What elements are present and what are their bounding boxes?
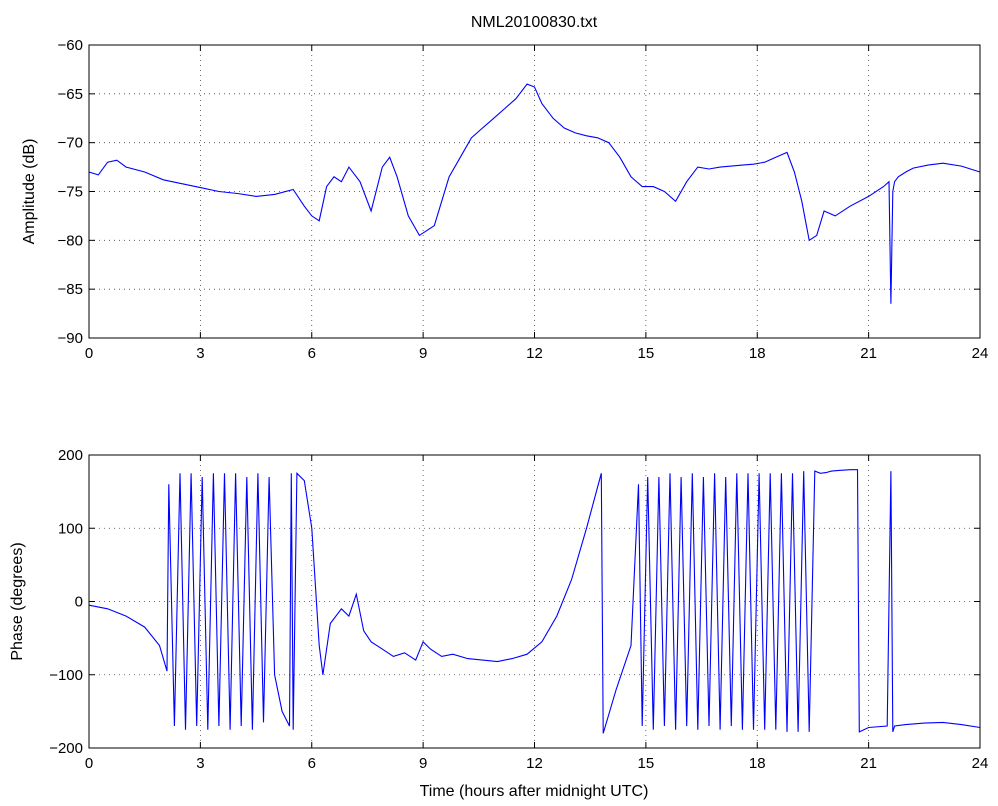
y-tick-label: −70 — [58, 135, 83, 152]
y-tick-label: −60 — [58, 37, 83, 54]
x-tick-label: 18 — [749, 345, 766, 362]
x-tick-label: 12 — [526, 345, 543, 362]
x-tick-label: 9 — [419, 345, 427, 362]
x-tick-label: 18 — [749, 755, 766, 772]
x-tick-label: 15 — [638, 345, 655, 362]
phase-y-axis-label: Phase (degrees) — [9, 542, 26, 660]
amplitude-grid — [89, 45, 980, 338]
y-tick-label: −200 — [49, 740, 83, 757]
x-tick-label: 24 — [972, 345, 989, 362]
amplitude-ticks: 0 3 6 9 12 15 18 21 24 −90 −85 −80 −75 −70 −65 −60 — [58, 37, 989, 362]
amplitude-panel: NML20100830.txt 0 3 6 9 12 15 18 21 24 −90 −85 −80 −… — [21, 14, 988, 362]
x-tick-label: 12 — [526, 755, 543, 772]
y-tick-label: −75 — [58, 184, 83, 201]
amplitude-y-axis-label: Amplitude (dB) — [21, 139, 38, 245]
x-tick-label: 3 — [196, 345, 204, 362]
x-tick-label: 3 — [196, 755, 204, 772]
x-tick-label: 24 — [972, 755, 989, 772]
x-tick-label: 9 — [419, 755, 427, 772]
phase-ticks: 0 3 6 9 12 15 18 21 24 −200 −100 0 100 200 — [49, 447, 988, 772]
y-tick-label: −85 — [58, 281, 83, 298]
chart-title: NML20100830.txt — [471, 14, 598, 31]
y-tick-label: 100 — [58, 520, 83, 537]
phase-series-line — [88, 469, 981, 734]
x-tick-label: 21 — [860, 755, 877, 772]
x-tick-label: 6 — [308, 755, 316, 772]
x-axis-label: Time (hours after midnight UTC) — [420, 783, 649, 800]
x-tick-label: 0 — [85, 345, 93, 362]
amplitude-series-line — [88, 83, 981, 304]
x-tick-label: 6 — [308, 345, 316, 362]
phase-grid — [89, 455, 980, 748]
x-tick-label: 21 — [860, 345, 877, 362]
y-tick-label: −65 — [58, 86, 83, 103]
y-tick-label: −90 — [58, 330, 83, 347]
y-tick-label: 0 — [75, 594, 83, 611]
x-tick-label: 15 — [638, 755, 655, 772]
y-tick-label: −80 — [58, 232, 83, 249]
x-tick-label: 0 — [85, 755, 93, 772]
phase-panel: 0 3 6 9 12 15 18 21 24 −200 −100 0 100 200 Phase (deg… — [9, 447, 988, 800]
y-tick-label: −100 — [49, 667, 83, 684]
y-tick-label: 200 — [58, 447, 83, 464]
